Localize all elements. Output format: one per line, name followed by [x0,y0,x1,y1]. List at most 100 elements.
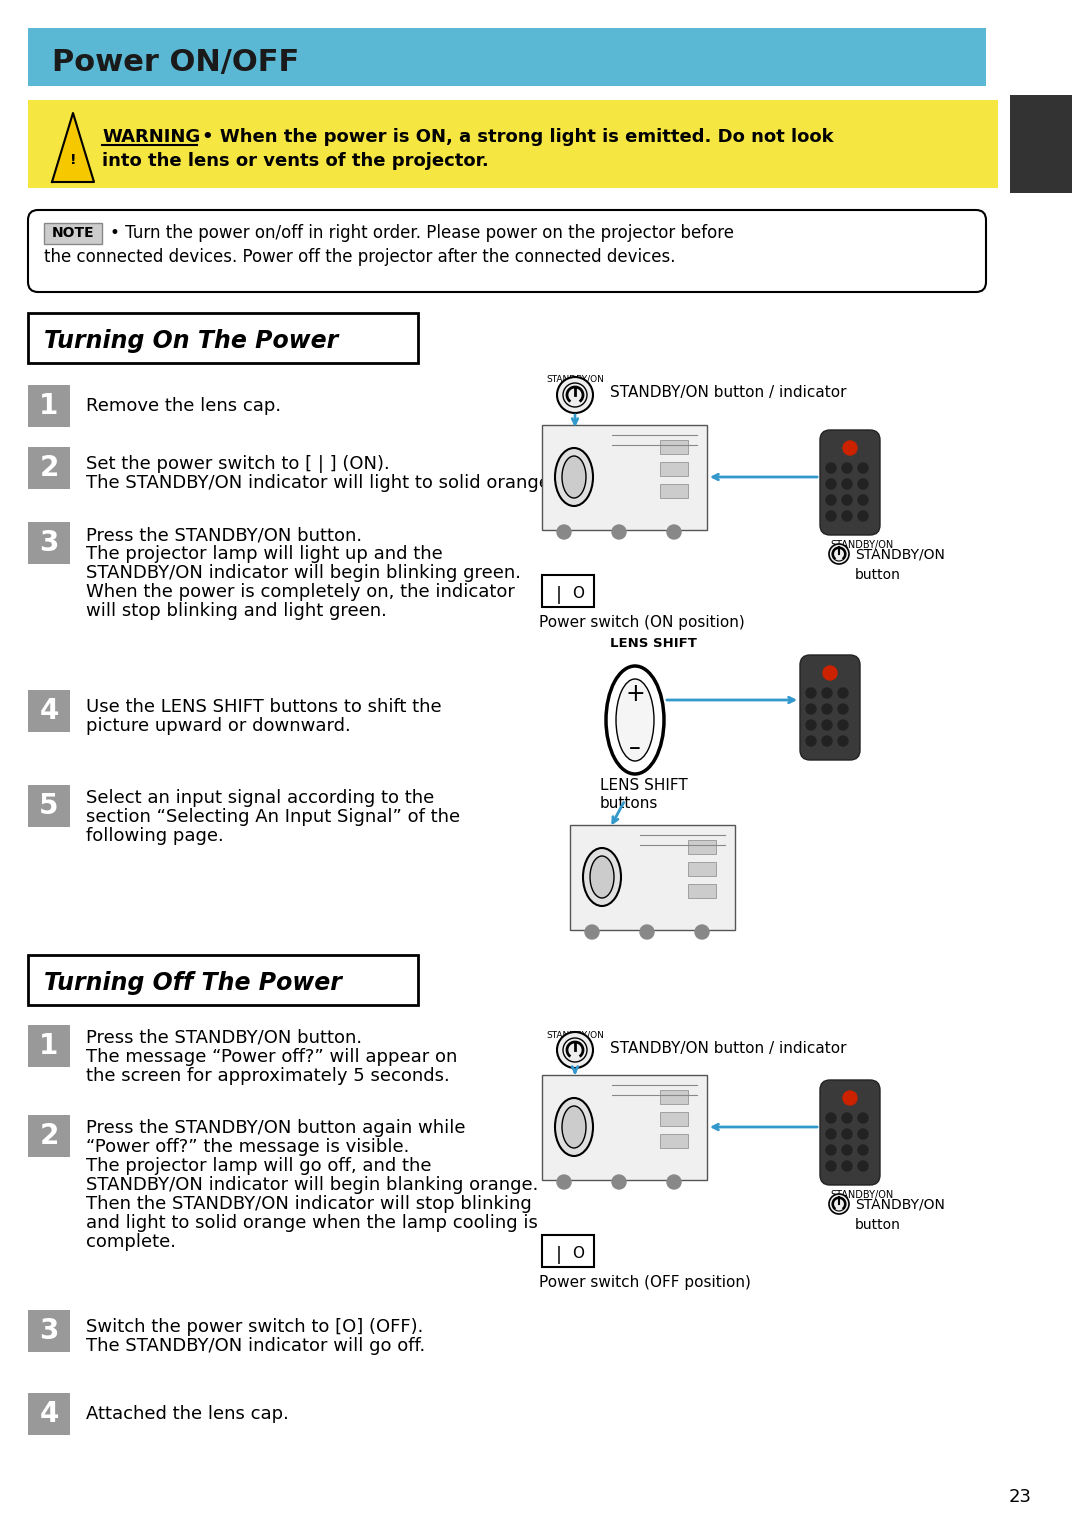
Circle shape [826,495,836,505]
Ellipse shape [555,1098,593,1156]
Circle shape [826,1113,836,1122]
Text: 4: 4 [39,696,58,725]
FancyBboxPatch shape [820,431,880,534]
Text: WARNING: WARNING [102,128,200,147]
Text: and light to solid orange when the lamp cooling is: and light to solid orange when the lamp … [86,1214,538,1232]
Circle shape [858,1145,868,1154]
Text: 2: 2 [39,1122,58,1150]
Text: 1: 1 [39,1032,58,1060]
Text: 5: 5 [39,793,58,820]
FancyBboxPatch shape [542,576,594,608]
Text: • When the power is ON, a strong light is emitted. Do not look: • When the power is ON, a strong light i… [202,128,834,147]
Text: buttons: buttons [600,796,659,811]
Circle shape [858,512,868,521]
FancyBboxPatch shape [660,1090,688,1104]
Circle shape [557,1174,571,1190]
Circle shape [842,463,852,473]
Circle shape [858,1128,868,1139]
Circle shape [826,479,836,489]
Circle shape [842,1161,852,1171]
Circle shape [838,704,848,715]
Text: LENS SHIFT: LENS SHIFT [610,637,697,651]
Text: into the lens or vents of the projector.: into the lens or vents of the projector. [102,153,489,169]
Text: !: ! [70,153,77,166]
Circle shape [842,512,852,521]
FancyBboxPatch shape [688,884,716,898]
Text: STANDBY/ON indicator will begin blanking orange.: STANDBY/ON indicator will begin blanking… [86,1176,538,1194]
FancyBboxPatch shape [28,785,70,828]
Text: STANDBY/ON: STANDBY/ON [831,1190,893,1200]
FancyBboxPatch shape [28,1115,70,1157]
Circle shape [806,689,816,698]
Text: Power ON/OFF: Power ON/OFF [52,49,299,78]
Text: O: O [572,1246,584,1261]
Circle shape [806,721,816,730]
Text: The STANDBY/ON indicator will go off.: The STANDBY/ON indicator will go off. [86,1338,426,1354]
Text: O: O [572,586,584,602]
FancyBboxPatch shape [28,1025,70,1067]
Text: Power switch (OFF position): Power switch (OFF position) [539,1275,751,1290]
Circle shape [612,1174,626,1190]
Text: STANDBY/ON: STANDBY/ON [546,376,604,383]
Text: 2: 2 [39,454,58,483]
Circle shape [842,479,852,489]
Text: STANDBY/ON: STANDBY/ON [855,1197,945,1211]
Text: Use the LENS SHIFT buttons to shift the: Use the LENS SHIFT buttons to shift the [86,698,442,716]
Text: NOTE: NOTE [52,226,94,240]
Text: 3: 3 [39,1316,58,1345]
Text: Turning Off The Power: Turning Off The Power [44,971,342,996]
Text: Press the STANDBY/ON button.: Press the STANDBY/ON button. [86,1029,362,1048]
FancyBboxPatch shape [660,1112,688,1125]
Text: Power switch (ON position): Power switch (ON position) [539,615,745,631]
Text: Switch the power switch to [O] (OFF).: Switch the power switch to [O] (OFF). [86,1318,423,1336]
FancyBboxPatch shape [570,825,735,930]
Text: |: | [556,1246,562,1264]
Text: following page.: following page. [86,828,224,844]
Text: When the power is completely on, the indicator: When the power is completely on, the ind… [86,583,515,602]
Circle shape [858,463,868,473]
Text: the screen for approximately 5 seconds.: the screen for approximately 5 seconds. [86,1067,449,1086]
Circle shape [557,525,571,539]
FancyBboxPatch shape [820,1080,880,1185]
Text: Select an input signal according to the: Select an input signal according to the [86,789,434,806]
Ellipse shape [562,1106,586,1148]
Circle shape [842,1128,852,1139]
Ellipse shape [562,457,586,498]
FancyBboxPatch shape [28,954,418,1005]
Circle shape [826,1161,836,1171]
Circle shape [842,495,852,505]
FancyBboxPatch shape [660,463,688,476]
Text: complete.: complete. [86,1232,176,1251]
Ellipse shape [606,666,664,774]
FancyBboxPatch shape [44,223,102,244]
FancyBboxPatch shape [28,690,70,731]
FancyBboxPatch shape [28,522,70,563]
Circle shape [640,925,654,939]
Circle shape [838,721,848,730]
Ellipse shape [616,680,654,760]
Text: –: – [630,736,640,760]
Circle shape [667,525,681,539]
Text: button: button [855,1219,901,1232]
FancyBboxPatch shape [688,840,716,854]
Circle shape [858,495,868,505]
Circle shape [843,1090,858,1106]
FancyBboxPatch shape [660,484,688,498]
Text: STANDBY/ON button / indicator: STANDBY/ON button / indicator [610,385,847,400]
FancyBboxPatch shape [660,1135,688,1148]
Circle shape [696,925,708,939]
Text: Press the STANDBY/ON button again while: Press the STANDBY/ON button again while [86,1119,465,1138]
Text: 23: 23 [1009,1487,1031,1506]
FancyBboxPatch shape [542,1075,707,1180]
Text: +: + [625,683,645,705]
Circle shape [585,925,599,939]
Text: STANDBY/ON: STANDBY/ON [546,1031,604,1038]
Ellipse shape [590,857,615,898]
Circle shape [858,479,868,489]
FancyBboxPatch shape [28,385,70,428]
Text: STANDBY/ON: STANDBY/ON [855,547,945,560]
Text: |: | [556,586,562,605]
Circle shape [826,1145,836,1154]
Circle shape [822,736,832,747]
Circle shape [557,377,593,412]
